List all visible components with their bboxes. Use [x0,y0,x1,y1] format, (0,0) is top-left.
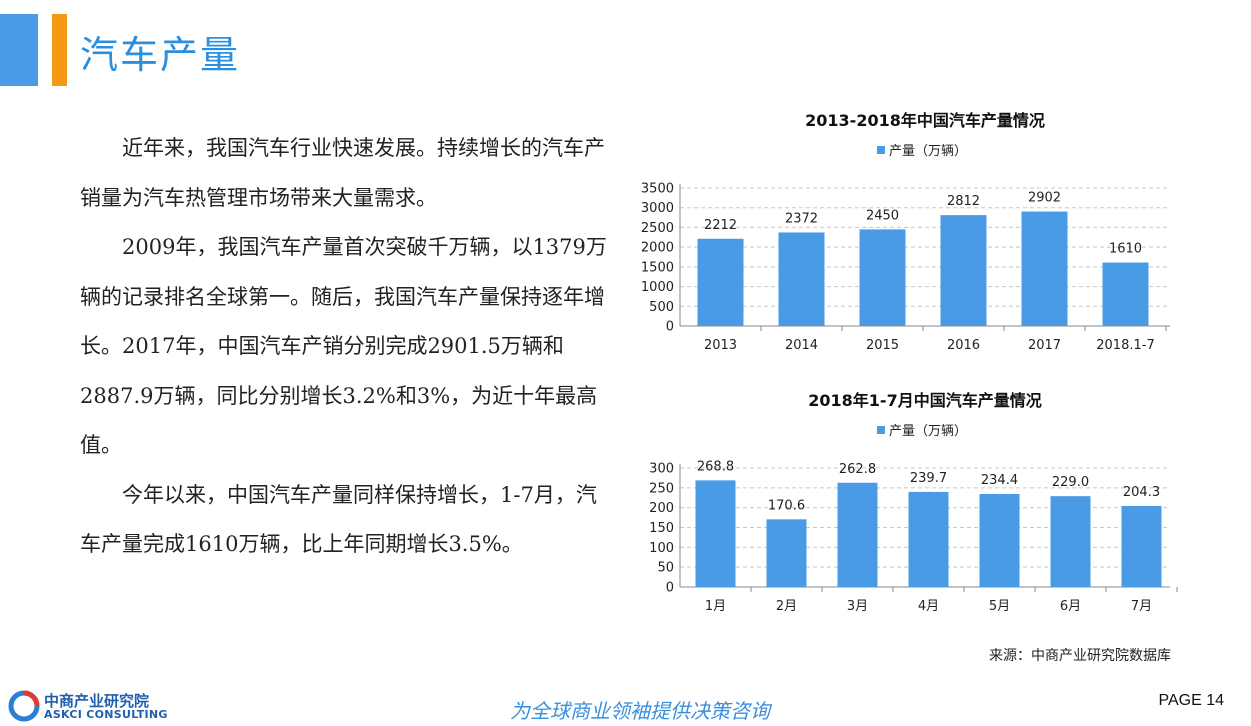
bar [1102,262,1149,326]
data-label: 229.0 [1052,475,1089,490]
x-tick-label: 4月 [918,599,939,614]
header-accent-bar-blue [0,14,38,86]
x-tick-label: 2014 [785,338,818,353]
source-note: 来源：中商产业研究院数据库 [989,648,1171,664]
page-title: 汽车产量 [80,33,241,77]
bar [859,229,906,326]
data-label: 2902 [1028,191,1061,206]
bar [695,480,736,587]
data-label: 2212 [704,218,737,233]
x-tick-label: 2月 [776,599,797,614]
data-label: 239.7 [910,471,947,486]
y-tick-label: 2500 [641,221,674,236]
y-tick-label: 2000 [641,241,674,256]
bar [940,215,987,326]
data-label: 1610 [1109,242,1142,257]
y-tick-label: 250 [649,481,674,496]
paragraph-2: 2009年，我国汽车产量首次突破千万辆，以1379万辆的记录排名全球第一。随后，… [80,235,607,457]
charts-area: 2013-2018年中国汽车产量情况产量（万辆）0500100015002000… [641,111,1178,614]
legend-label: 产量（万辆） [889,144,967,159]
x-tick-label: 1月 [705,599,726,614]
y-tick-label: 3000 [641,201,674,216]
bar [979,494,1020,587]
page-number: PAGE 14 [1158,692,1224,709]
bar [766,519,807,587]
y-tick-label: 500 [649,300,674,315]
bar [1050,496,1091,587]
bar [908,491,949,587]
logo-mark-icon [8,690,40,722]
legend-swatch [877,426,885,434]
y-tick-label: 300 [649,462,674,477]
bar [778,232,825,326]
header-accent-bar-orange [52,14,67,86]
bar [1121,505,1162,587]
data-label: 2812 [947,194,980,209]
paragraph-1: 近年来，我国汽车行业快速发展。持续增长的汽车产销量为汽车热管理市场带来大量需求。 [80,136,605,210]
x-tick-label: 2016 [947,338,980,353]
chart-title: 2013-2018年中国汽车产量情况 [805,111,1045,130]
x-tick-label: 5月 [989,599,1010,614]
x-tick-label: 6月 [1060,599,1081,614]
data-label: 2450 [866,208,899,223]
data-label: 268.8 [697,459,734,474]
bar [697,238,744,326]
data-label: 170.6 [768,498,805,513]
y-tick-label: 200 [649,501,674,516]
legend-swatch [877,146,885,154]
y-tick-label: 150 [649,521,674,536]
x-tick-label: 2017 [1028,338,1061,353]
logo-text-en: ASKCI CONSULTING [44,708,168,721]
data-label: 234.4 [981,473,1018,488]
y-tick-label: 0 [666,320,674,335]
x-tick-label: 2013 [704,338,737,353]
x-tick-label: 3月 [847,599,868,614]
y-tick-label: 100 [649,541,674,556]
footer-slogan: 为全球商业领袖提供决策咨询 [510,699,770,723]
y-tick-label: 50 [657,561,674,576]
x-tick-label: 2015 [866,338,899,353]
y-tick-label: 3500 [641,182,674,197]
data-label: 262.8 [839,462,876,477]
paragraph-3: 今年以来，中国汽车产量同样保持增长，1-7月，汽车产量完成1610万辆，比上年同… [80,482,597,557]
logo-text-cn: 中商产业研究院 [44,692,150,710]
y-tick-label: 1500 [641,260,674,275]
bar [1021,211,1068,326]
x-tick-label: 7月 [1131,599,1152,614]
y-tick-label: 1000 [641,280,674,295]
legend-label: 产量（万辆） [889,424,967,439]
x-tick-label: 2018.1-7 [1096,338,1154,353]
bar [837,482,878,587]
chart-legend: 产量（万辆） [877,424,967,439]
data-label: 204.3 [1123,485,1160,500]
y-tick-label: 0 [666,581,674,596]
body-text: 近年来，我国汽车行业快速发展。持续增长的汽车产销量为汽车热管理市场带来大量需求。… [80,124,610,570]
chart-title: 2018年1-7月中国汽车产量情况 [808,391,1041,410]
chart-legend: 产量（万辆） [877,144,967,159]
company-logo: 中商产业研究院 ASKCI CONSULTING [8,688,178,724]
data-label: 2372 [785,211,818,226]
